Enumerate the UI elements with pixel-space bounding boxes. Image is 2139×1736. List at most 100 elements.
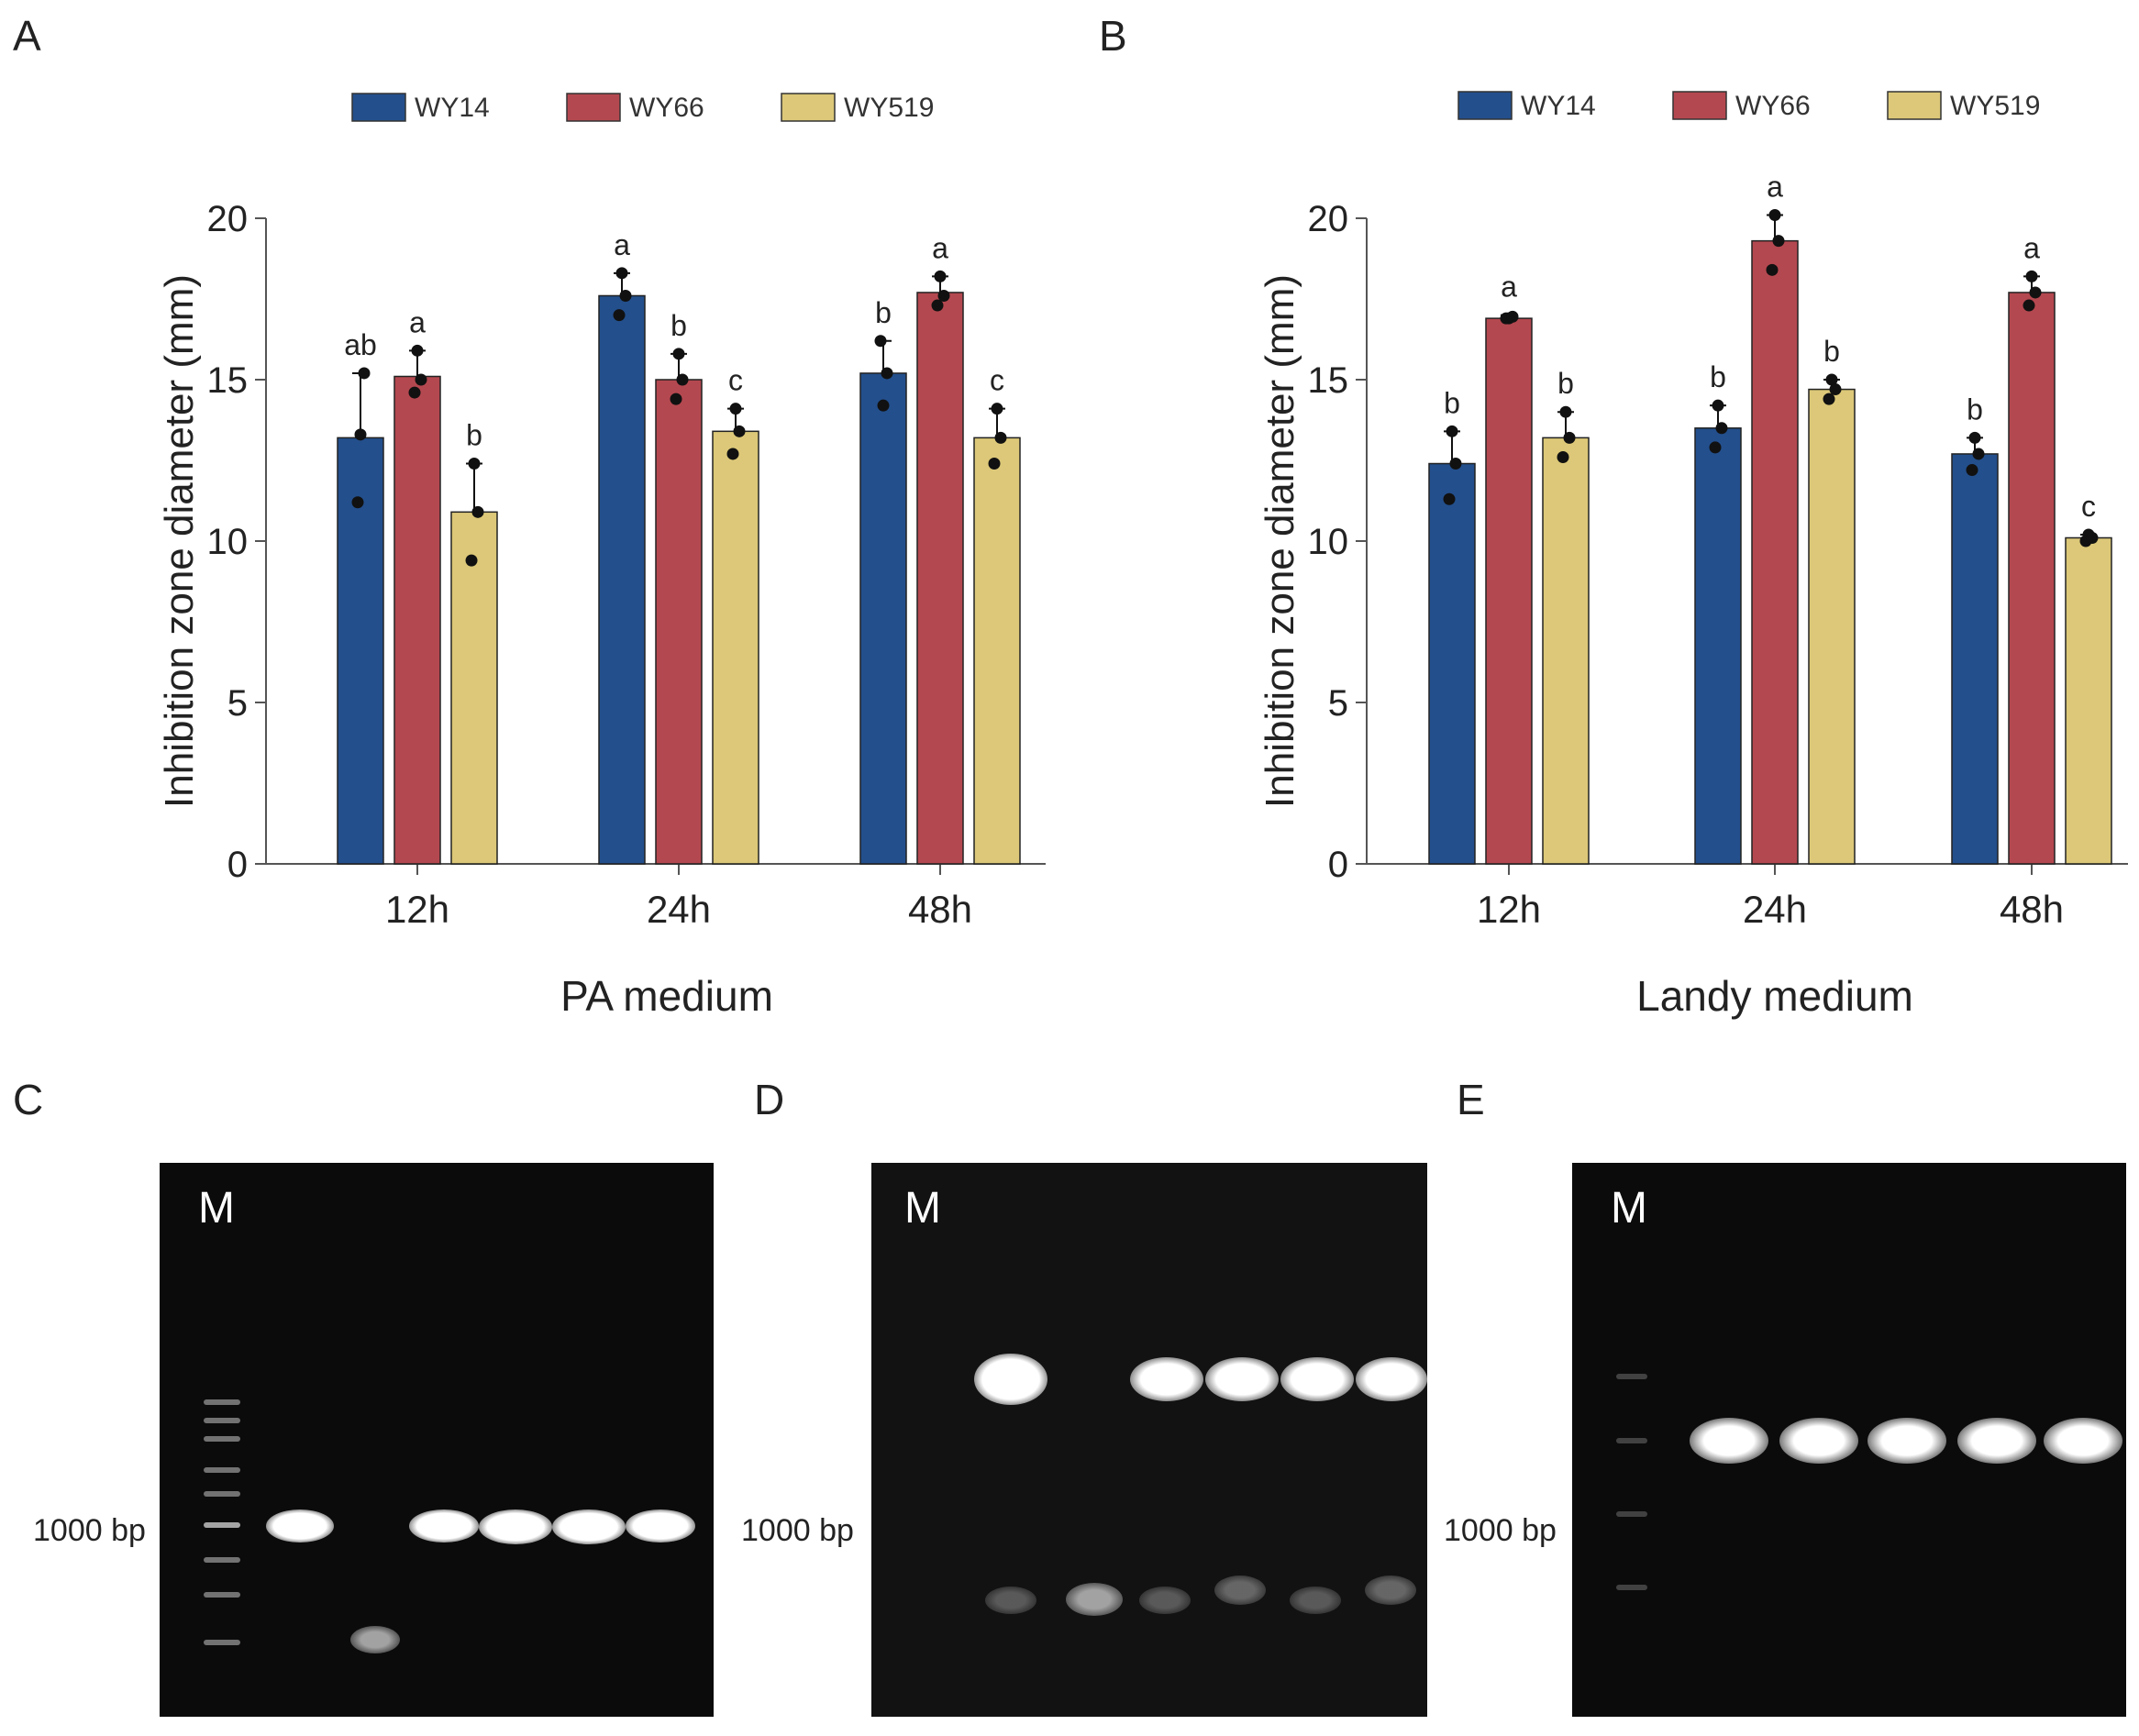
data-point xyxy=(877,399,890,412)
data-point xyxy=(1715,422,1728,435)
data-point xyxy=(415,373,427,386)
bar-wy66-48h xyxy=(916,292,964,865)
gel-d-marker-label: M xyxy=(904,1184,941,1233)
data-point xyxy=(411,344,424,357)
significance-letter: b xyxy=(1444,386,1460,419)
legend-swatch-wy66 xyxy=(1672,91,1727,120)
bar-wy14-24h xyxy=(598,294,646,865)
y-tick-label: 0 xyxy=(227,845,248,885)
legend-swatch-wy14 xyxy=(351,93,406,122)
data-point xyxy=(471,505,484,518)
significance-letter: c xyxy=(990,364,1004,397)
data-point xyxy=(994,431,1007,444)
significance-letter: b xyxy=(875,296,892,329)
significance-letter: ab xyxy=(344,328,377,361)
y-tick-label: 15 xyxy=(1308,360,1349,401)
data-point xyxy=(1825,373,1838,386)
bar-wy519-24h xyxy=(712,430,759,865)
y-tick-label: 0 xyxy=(1328,845,1348,885)
data-point xyxy=(2029,286,2042,299)
y-axis-label: Inhibition zone diameter (mm) xyxy=(1258,274,1302,808)
significance-letter: c xyxy=(2081,490,2096,523)
bar-wy66-24h xyxy=(655,379,703,865)
significance-letter: b xyxy=(1710,360,1726,393)
y-tick-label: 20 xyxy=(1308,199,1349,239)
panel-label-d: D xyxy=(754,1076,785,1123)
data-point xyxy=(1772,235,1785,248)
significance-letter: a xyxy=(932,231,948,264)
data-point xyxy=(2023,299,2035,312)
bar-wy519-48h xyxy=(973,437,1021,865)
x-tick-label: 12h xyxy=(1477,888,1541,931)
data-point xyxy=(1563,431,1576,444)
significance-letter: b xyxy=(1967,393,1983,426)
data-point xyxy=(672,348,685,360)
data-point xyxy=(408,386,421,399)
legend-swatch-wy14 xyxy=(1457,91,1513,120)
y-tick-label: 5 xyxy=(1328,683,1348,724)
data-point xyxy=(991,403,1003,415)
x-tick-label: 48h xyxy=(908,888,972,931)
data-point xyxy=(874,335,887,348)
legend-swatch-wy519 xyxy=(781,93,836,122)
data-point xyxy=(354,428,367,441)
data-point xyxy=(465,554,478,567)
x-tick-label: 24h xyxy=(1743,888,1807,931)
bar-wy66-48h xyxy=(2008,292,2056,865)
bar-wy14-12h xyxy=(337,437,384,865)
x-tick-label: 48h xyxy=(2000,888,2064,931)
data-point xyxy=(1768,208,1781,221)
data-point xyxy=(729,403,742,415)
bar-wy66-24h xyxy=(1751,239,1799,865)
gel-c-marker-label: M xyxy=(198,1184,235,1233)
legend-label-wy14: WY14 xyxy=(1521,91,1596,121)
data-point xyxy=(619,289,632,302)
data-point xyxy=(1966,464,1978,477)
x-axis-label: PA medium xyxy=(560,972,773,1020)
gel-image-c: M xyxy=(160,1163,714,1717)
data-point xyxy=(1443,492,1456,505)
y-tick-label: 10 xyxy=(207,522,249,562)
legend-label-wy66: WY66 xyxy=(1735,91,1811,121)
significance-letter: a xyxy=(2023,231,2040,264)
data-point xyxy=(615,267,628,280)
significance-letter: b xyxy=(1557,367,1574,400)
data-point xyxy=(934,270,947,282)
x-axis-label: Landy medium xyxy=(1636,972,1913,1020)
legend-label-wy66: WY66 xyxy=(629,93,704,123)
y-tick-label: 10 xyxy=(1308,522,1349,562)
data-point xyxy=(670,393,682,405)
bar-wy14-12h xyxy=(1428,462,1476,865)
bar-wy14-48h xyxy=(1951,453,1999,865)
y-tick-label: 15 xyxy=(207,360,249,401)
x-tick-label: 24h xyxy=(647,888,711,931)
data-point xyxy=(1449,458,1462,470)
bar-wy519-24h xyxy=(1808,388,1856,865)
significance-letter: a xyxy=(614,228,630,261)
significance-letter: a xyxy=(409,305,426,338)
data-point xyxy=(726,448,739,460)
bar-wy66-12h xyxy=(393,375,441,865)
data-point xyxy=(1557,450,1569,463)
bar-wy519-12h xyxy=(1542,437,1590,865)
legend-label-wy519: WY519 xyxy=(1950,91,2040,121)
data-point xyxy=(613,309,626,322)
significance-letter: b xyxy=(466,419,482,452)
data-point xyxy=(1766,263,1779,276)
data-point xyxy=(1506,310,1519,323)
data-point xyxy=(1972,448,1985,460)
gel-e-marker-label: M xyxy=(1611,1184,1647,1233)
legend-swatch-wy66 xyxy=(566,93,621,122)
data-point xyxy=(2025,270,2038,282)
gel-image-d: M xyxy=(871,1163,1427,1717)
panel-label-a: A xyxy=(13,12,41,60)
data-point xyxy=(1446,425,1458,437)
significance-letter: a xyxy=(1501,271,1517,304)
data-point xyxy=(1968,431,1981,444)
bar-wy14-48h xyxy=(859,372,907,865)
data-point xyxy=(468,458,481,470)
bar-wy519-48h xyxy=(2065,536,2112,865)
data-point xyxy=(351,496,364,509)
data-point xyxy=(1829,383,1842,396)
